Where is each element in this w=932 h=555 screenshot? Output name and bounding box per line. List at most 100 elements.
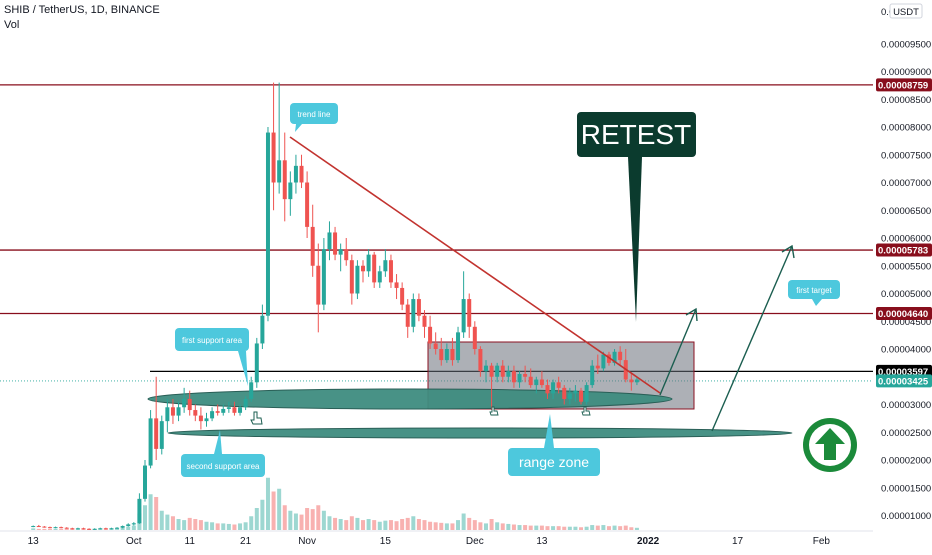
candle xyxy=(634,376,639,386)
candle xyxy=(31,525,36,528)
candle xyxy=(131,522,136,526)
candle xyxy=(361,260,366,283)
candle xyxy=(59,526,64,529)
volume-bar xyxy=(238,523,243,530)
volume-bar xyxy=(81,528,86,530)
candle xyxy=(394,274,399,300)
candle xyxy=(182,387,187,413)
volume-bar xyxy=(143,505,147,530)
volume-bar xyxy=(321,510,326,530)
candle xyxy=(439,337,444,366)
volume-bar xyxy=(411,516,416,530)
candle xyxy=(612,349,617,366)
time-tick-label: Dec xyxy=(466,536,484,547)
candle xyxy=(154,376,159,460)
candle xyxy=(511,365,516,388)
candle xyxy=(551,379,556,399)
candle xyxy=(92,528,97,530)
time-tick-label: Nov xyxy=(298,536,316,547)
candle xyxy=(198,407,203,430)
range-zone-callout: range zone xyxy=(508,414,600,476)
volume-bar xyxy=(198,520,203,530)
candle xyxy=(422,310,427,338)
volume-bar xyxy=(573,526,578,530)
volume-bar xyxy=(506,523,511,530)
volume-bar xyxy=(523,525,528,530)
volume-bar xyxy=(629,527,634,530)
volume-bar xyxy=(42,528,47,530)
candle xyxy=(271,82,276,211)
volume-bar xyxy=(372,520,377,530)
candle xyxy=(562,385,567,405)
price-tick-label: 0.00009000 xyxy=(881,67,931,78)
price-tick-label: 0.00002500 xyxy=(881,428,931,439)
candle xyxy=(215,404,220,416)
volume-bar xyxy=(36,528,41,530)
candle xyxy=(137,493,142,524)
hand-pointer-icon xyxy=(489,406,499,416)
first-target-callout: first target xyxy=(788,280,840,306)
candle xyxy=(416,293,421,322)
candle xyxy=(545,379,550,399)
volume-bar xyxy=(187,517,192,530)
time-tick-label: 21 xyxy=(240,536,252,547)
volume-bar xyxy=(388,520,393,530)
candle xyxy=(293,154,298,194)
candle xyxy=(601,351,606,372)
price-tick-label: 0.00004500 xyxy=(881,317,931,328)
volume-bar xyxy=(623,525,628,530)
price-badge-label: 0.00003597 xyxy=(878,367,928,378)
candle xyxy=(47,526,52,529)
volume-bar xyxy=(377,521,382,530)
candle xyxy=(333,226,338,261)
volume-bar xyxy=(612,525,617,530)
price-tick-label: 0.00001000 xyxy=(881,511,931,522)
candle xyxy=(327,221,332,261)
volume-bar xyxy=(562,526,567,530)
time-tick-label: 2022 xyxy=(637,536,660,547)
volume-bar xyxy=(545,526,550,530)
time-tick-label: 13 xyxy=(536,536,548,547)
candle xyxy=(534,376,539,394)
price-tick-label: 0.00007000 xyxy=(881,178,931,189)
candle xyxy=(75,527,80,530)
currency-label: USDT xyxy=(893,7,919,18)
volume-bar xyxy=(260,499,265,530)
volume-bar xyxy=(422,520,427,530)
trend-line-callout: trend line xyxy=(290,103,338,132)
currency-badge[interactable] xyxy=(889,3,923,19)
volume-bar xyxy=(551,526,556,530)
candle xyxy=(573,385,578,402)
candle xyxy=(517,371,522,388)
target-arrow-2 xyxy=(711,244,795,432)
price-badge xyxy=(876,243,932,257)
price-badge-label: 0.00004640 xyxy=(878,309,928,320)
volume-bar xyxy=(344,520,349,530)
candle xyxy=(305,171,310,238)
volume-bar xyxy=(517,525,522,530)
volume-bar xyxy=(226,523,231,530)
hand-pointer-icon xyxy=(581,406,591,416)
volume-bar xyxy=(579,527,584,530)
volume-bar xyxy=(338,519,343,530)
candle xyxy=(265,127,270,322)
volume-bar xyxy=(59,528,64,530)
retest-callout: RETEST xyxy=(577,112,696,322)
volume-bar xyxy=(299,514,304,530)
volume-bar xyxy=(567,526,572,530)
volume-bar xyxy=(53,528,58,530)
volume-bar xyxy=(366,519,371,530)
candle xyxy=(170,398,175,424)
candle xyxy=(383,249,388,277)
price-tick-label: 0.00006500 xyxy=(881,206,931,217)
volume-bar xyxy=(210,522,215,530)
volume-bar xyxy=(282,505,287,530)
volume-bar xyxy=(254,508,259,530)
time-axis[interactable]: 13 Oct 11 21 Nov 15 Dec 13 2022 17 Feb xyxy=(28,536,831,547)
volume-bar xyxy=(305,508,310,530)
volume-bar xyxy=(467,517,472,530)
time-tick-label: 13 xyxy=(28,536,40,547)
